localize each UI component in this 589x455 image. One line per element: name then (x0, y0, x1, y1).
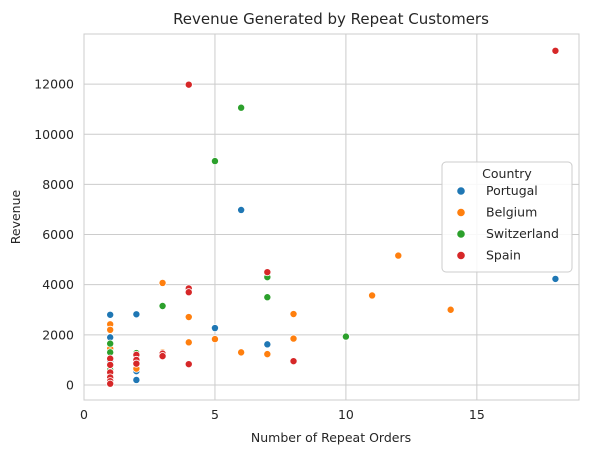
point-spain (132, 359, 141, 368)
point-spain (184, 80, 193, 89)
point-switzerland (210, 157, 219, 166)
y-tick-label: 0 (66, 377, 74, 392)
point-belgium (158, 278, 167, 287)
legend-marker-belgium (456, 207, 466, 218)
legend-marker-switzerland (456, 229, 466, 239)
point-belgium (237, 348, 246, 357)
x-tick-label: 15 (469, 407, 485, 422)
y-tick-label: 2000 (42, 327, 74, 342)
point-belgium (289, 334, 298, 343)
point-portugal (132, 310, 141, 319)
point-spain (106, 379, 115, 388)
y-tick-labels: 0 2000 4000 6000 8000 10000 12000 (34, 77, 74, 393)
legend-box (441, 161, 573, 273)
legend-title: Country (482, 166, 532, 181)
data-points (106, 46, 560, 388)
point-spain (184, 288, 193, 297)
point-belgium (446, 305, 455, 314)
x-tick-labels: 0 5 10 15 (80, 407, 485, 422)
point-portugal (106, 310, 115, 319)
point-switzerland (106, 339, 115, 348)
legend-items: Portugal Belgium Switzerland Spain (456, 183, 559, 263)
point-spain (263, 268, 272, 277)
point-spain (106, 360, 115, 369)
y-tick-label: 10000 (34, 127, 74, 142)
point-portugal (132, 375, 141, 384)
point-belgium (106, 325, 115, 334)
point-belgium (184, 338, 193, 347)
point-belgium (289, 310, 298, 319)
point-belgium (184, 313, 193, 322)
legend-label-portugal: Portugal (486, 183, 538, 198)
point-portugal (237, 205, 246, 214)
y-tick-label: 12000 (34, 77, 74, 92)
legend-label-spain: Spain (486, 248, 521, 263)
point-belgium (368, 291, 377, 300)
point-belgium (263, 350, 272, 359)
x-tick-label: 0 (80, 407, 88, 422)
point-belgium (210, 335, 219, 344)
point-switzerland (341, 332, 350, 341)
legend-marker-spain (456, 250, 466, 261)
point-spain (184, 360, 193, 369)
point-portugal (551, 274, 560, 283)
point-spain (551, 46, 560, 55)
grid-lines (83, 34, 579, 400)
point-switzerland (158, 301, 167, 310)
y-tick-label: 4000 (42, 277, 74, 292)
x-tick-label: 10 (338, 407, 354, 422)
point-spain (158, 352, 167, 361)
legend-marker-portugal (456, 186, 466, 196)
chart-title: Revenue Generated by Repeat Customers (173, 10, 489, 28)
point-switzerland (263, 293, 272, 302)
legend-label-belgium: Belgium (486, 205, 537, 220)
point-spain (289, 357, 298, 366)
point-belgium (394, 251, 403, 260)
y-axis-label: Revenue (8, 189, 23, 244)
x-tick-label: 5 (211, 407, 219, 422)
point-portugal (210, 324, 219, 333)
x-axis-label: Number of Repeat Orders (251, 430, 411, 445)
y-tick-label: 8000 (42, 177, 74, 192)
legend: Country Portugal Belgium Switzerland Spain (441, 161, 573, 273)
y-tick-label: 6000 (42, 227, 74, 242)
legend-label-switzerland: Switzerland (486, 226, 559, 241)
point-switzerland (237, 103, 246, 112)
point-portugal (263, 340, 272, 349)
